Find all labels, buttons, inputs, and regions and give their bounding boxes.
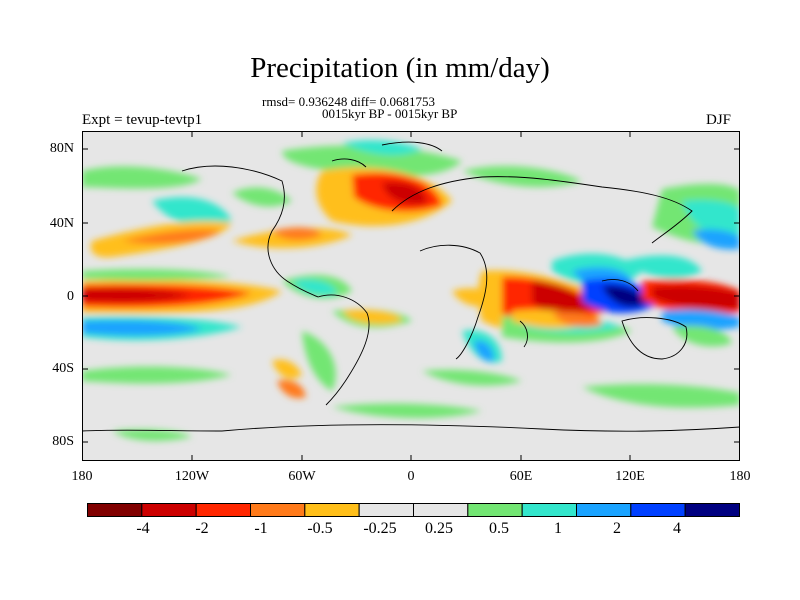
colorbar-label: 0.25 xyxy=(425,520,453,537)
lon-tick-120e: 120E xyxy=(615,469,645,484)
colorbar-cell xyxy=(141,503,197,517)
lon-tick-0: 0 xyxy=(407,469,415,484)
colorbar-label: -0.5 xyxy=(307,520,333,537)
lat-tick-40s: 40S xyxy=(52,361,74,376)
colorbar-cell xyxy=(684,503,740,517)
season-label: DJF xyxy=(706,112,732,128)
map-ticks xyxy=(82,131,740,461)
colorbar-cell xyxy=(413,503,469,517)
lat-tick-80s: 80S xyxy=(52,434,74,449)
lon-tick-60w: 60W xyxy=(288,469,316,484)
lon-tick-60e: 60E xyxy=(509,469,533,484)
colorbar xyxy=(87,503,740,517)
lat-tick-80n: 80N xyxy=(49,141,74,156)
colorbar-label: 4 xyxy=(673,520,681,537)
stats-line: rmsd= 0.936248 diff= 0.0681753 xyxy=(262,94,435,109)
colorbar-label: 0.5 xyxy=(489,520,509,537)
experiment-label: Expt = tevup-tevtp1 xyxy=(82,112,203,128)
chart-title: Precipitation (in mm/day) xyxy=(250,52,550,84)
period-line: 0015kyr BP - 0015kyr BP xyxy=(322,106,458,121)
colorbar-label: -4 xyxy=(136,520,150,537)
lon-tick-180w: 180 xyxy=(71,469,93,484)
lat-tick-40n: 40N xyxy=(49,216,74,231)
colorbar-cell xyxy=(358,503,415,517)
colorbar-cell xyxy=(630,503,686,517)
colorbar-cell xyxy=(250,503,306,517)
colorbar-label: -1 xyxy=(254,520,268,537)
lon-tick-120w: 120W xyxy=(174,469,210,484)
colorbar-cell xyxy=(87,503,143,517)
colorbar-cell xyxy=(467,503,523,517)
anomaly-field xyxy=(82,140,740,441)
lat-tick-0: 0 xyxy=(67,289,74,304)
coastlines xyxy=(82,141,740,432)
colorbar-cell xyxy=(576,503,632,517)
colorbar-label: 1 xyxy=(554,520,562,537)
colorbar-cell xyxy=(195,503,251,517)
lon-tick-180e: 180 xyxy=(729,469,751,484)
colorbar-cell xyxy=(521,503,578,517)
colorbar-label: 2 xyxy=(613,520,621,537)
colorbar-label: -2 xyxy=(195,520,209,537)
colorbar-cell xyxy=(304,503,360,517)
precipitation-map xyxy=(82,131,740,461)
colorbar-label: -0.25 xyxy=(363,520,397,537)
